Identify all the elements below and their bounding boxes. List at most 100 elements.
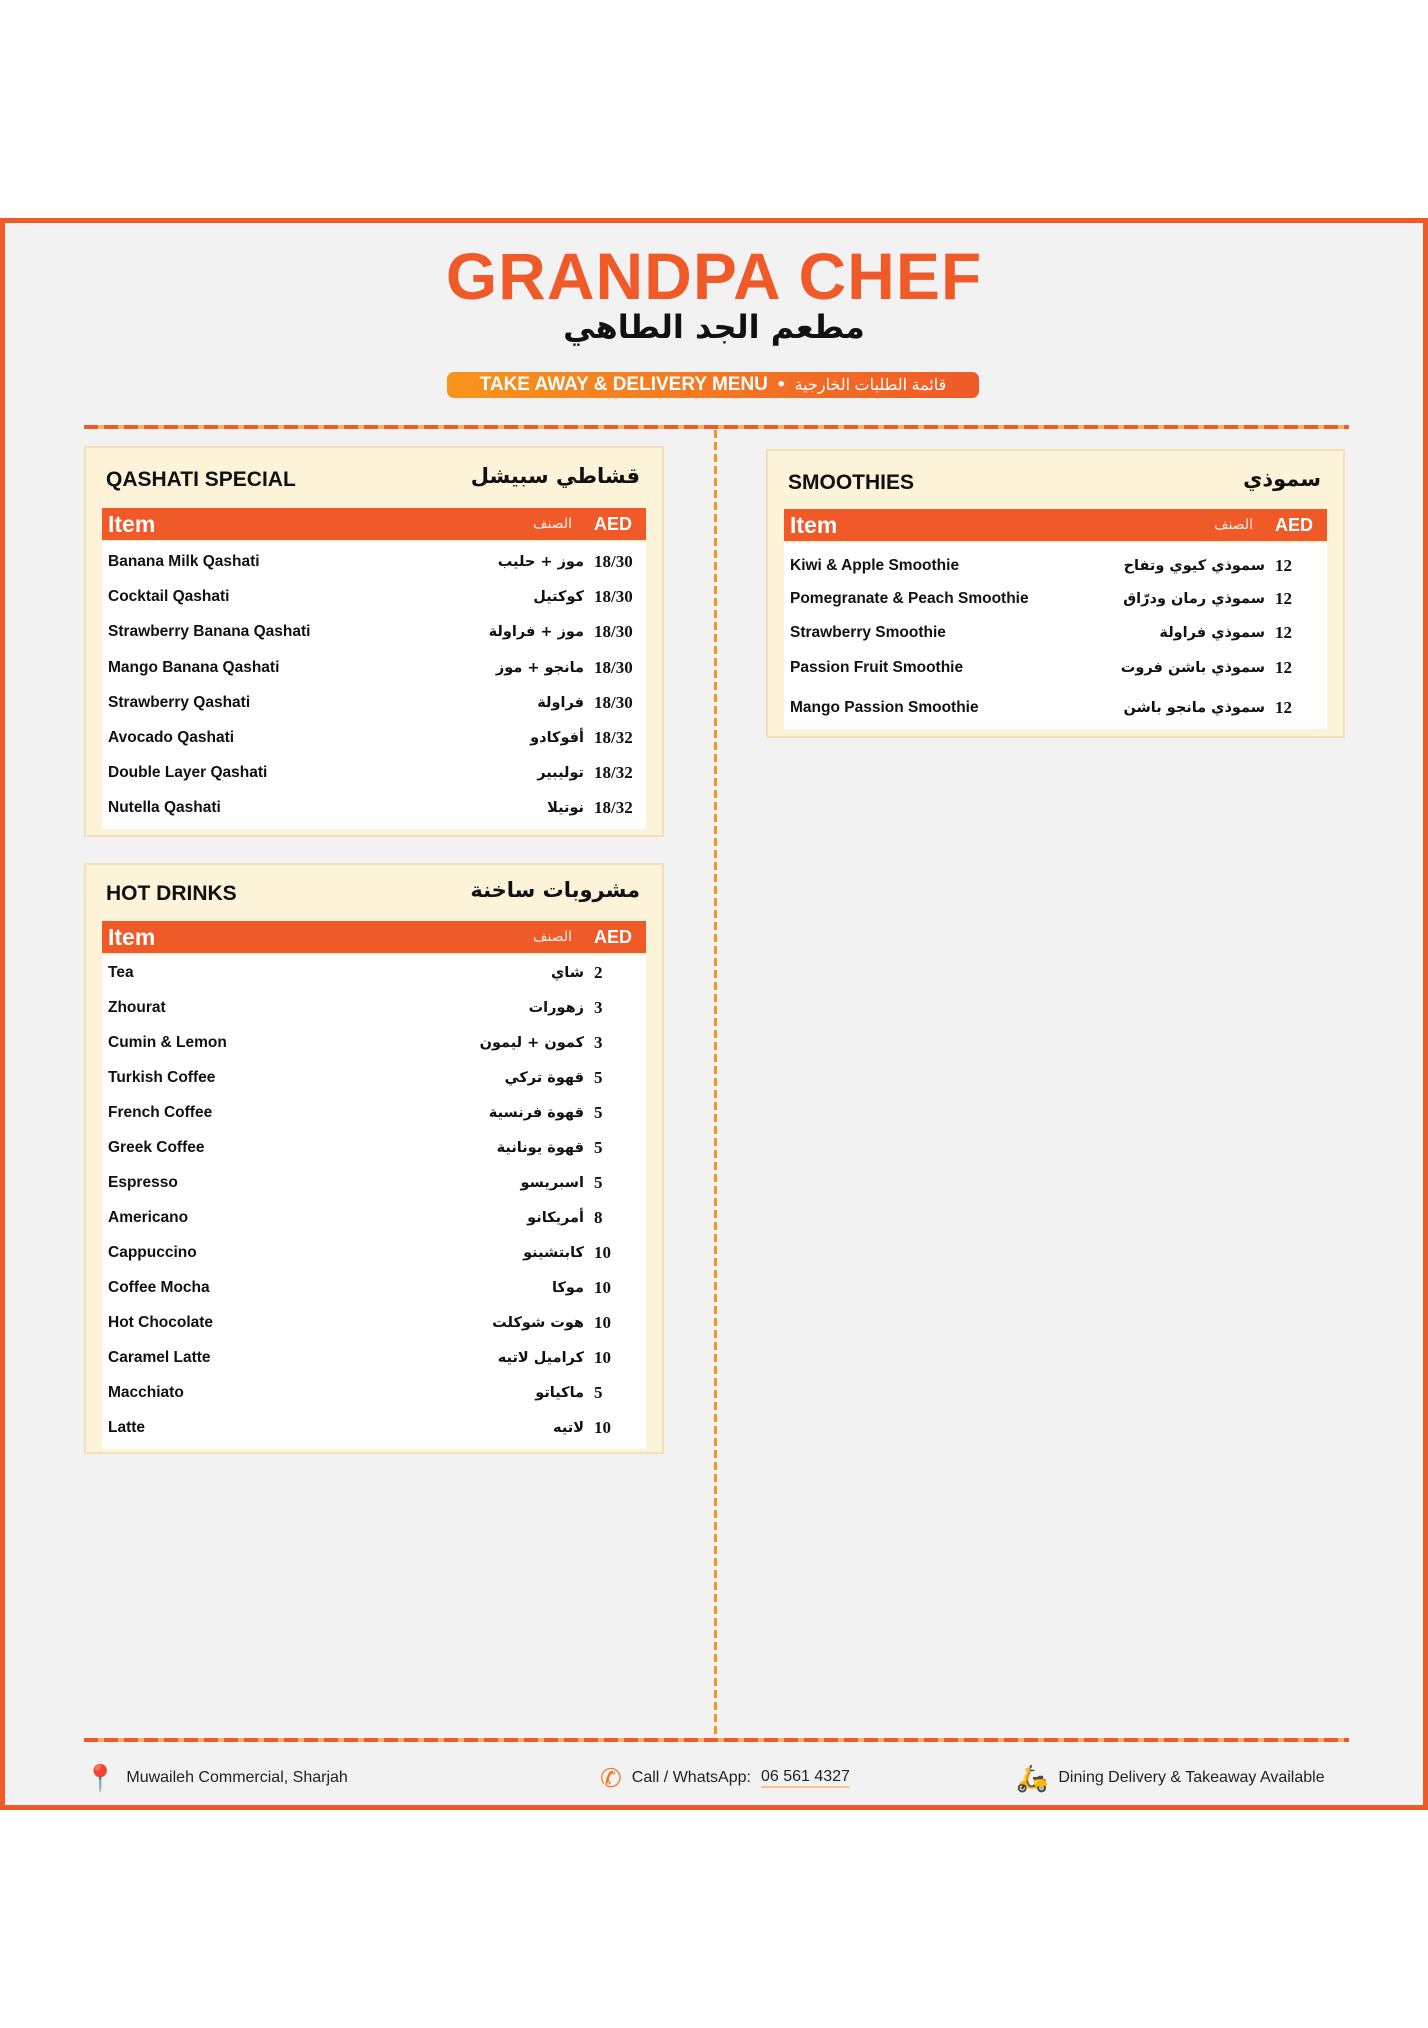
item-name-arabic: زهورات [528, 1000, 584, 1016]
item-price: 5 [594, 1103, 603, 1122]
item-name-arabic: مانجو + موز [495, 659, 584, 676]
item-name-arabic: قهوة فرنسية [488, 1105, 584, 1121]
item-price: 12 [1275, 658, 1292, 677]
item-name: Turkish Coffee [108, 1069, 216, 1086]
item-name-arabic: كابتشينو [523, 1245, 584, 1261]
item-name-arabic: سموذي كيوي وتفاح [1123, 558, 1265, 574]
item-name-arabic: كراميل لاتيه [497, 1350, 584, 1366]
item-name: French Coffee [108, 1104, 213, 1121]
item-price: 18/32 [594, 763, 633, 783]
brand-name: GRANDPA CHEF [445, 239, 983, 313]
hot-drinks-section: HOT DRINKS مشروبات ساخنة Item الصنف AED Tea شا… [84, 863, 664, 1454]
section-title-arabic: قشاطي سبيشل [470, 464, 640, 488]
item-price: 5 [594, 1138, 603, 1157]
item-price: 10 [594, 1348, 611, 1367]
phone-number[interactable]: 06 561 4327 [760, 1768, 850, 1788]
item-name-arabic: كمون + ليمون [479, 1035, 584, 1051]
call-label: Call / WhatsApp: [631, 1769, 751, 1786]
item-price: 18/30 [594, 587, 633, 607]
header-item: Item [108, 510, 156, 537]
table-header: Item الصنف AED [102, 508, 646, 540]
footer-service: 🛵 Dining Delivery & Takeaway Available [1016, 1760, 1325, 1796]
menu-item-row: Hot Chocolate هوت شوكلت 10 [102, 1308, 646, 1338]
item-name: Americano [108, 1209, 189, 1226]
menu-item-row: Passion Fruit Smoothie سموذي باشن فروت 12 [784, 653, 1327, 683]
phone-icon: ✆ [600, 1763, 622, 1793]
item-price: 18/30 [594, 622, 633, 642]
qashati-special-section: QASHATI SPECIAL قشاطي سبيشل Item الصنف AED Ba… [84, 446, 664, 837]
section-title: HOT DRINKS [106, 882, 237, 905]
item-name: Latte [108, 1419, 146, 1436]
item-name: Cocktail Qashati [108, 588, 230, 606]
item-name-arabic: توليبير [537, 765, 584, 782]
item-price: 10 [594, 1313, 611, 1332]
item-name-arabic: أمريكانو [527, 1210, 584, 1226]
section-title: SMOOTHIES [788, 471, 915, 494]
item-name-arabic: لاتيه [553, 1420, 584, 1436]
header-currency: AED [1274, 514, 1313, 535]
location-text: Muwaileh Commercial, Sharjah [126, 1769, 348, 1786]
header-item: Item [790, 511, 838, 538]
item-name: Zhourat [108, 999, 166, 1016]
item-price: 5 [594, 1173, 603, 1192]
table-body: Banana Milk Qashati موز + حليب 18/30 Cockta… [102, 542, 646, 830]
header-item: Item [108, 923, 156, 950]
table-body: Tea شاي 2 Zhourat زهورات 3 Cumin & Lemon كمون +… [102, 955, 646, 1449]
item-name: Strawberry Banana Qashati [108, 623, 311, 641]
item-name: Mango Banana Qashati [108, 658, 280, 676]
tagline-separator: • [777, 374, 785, 395]
item-name: Pomegranate & Peach Smoothie [790, 590, 1029, 607]
table-header: Item الصنف AED [784, 509, 1327, 541]
menu-item-row: Double Layer Qashati توليبير 18/32 [102, 758, 646, 788]
menu-item-row: Cocktail Qashati كوكتيل 18/30 [102, 582, 646, 612]
header-item-arabic: الصنف [532, 929, 572, 945]
header-currency: AED [593, 513, 632, 534]
menu-item-row: Latte لاتيه 10 [102, 1413, 646, 1443]
item-price: 3 [594, 998, 603, 1017]
item-name: Tea [108, 964, 134, 981]
menu-item-row: Espresso اسبريسو 5 [102, 1168, 646, 1198]
menu-item-row: Strawberry Smoothie سموذي فراولة 12 [784, 618, 1327, 648]
tagline: TAKE AWAY & DELIVERY MENU [479, 374, 768, 395]
menu-item-row: Kiwi & Apple Smoothie سموذي كيوي وتفاح 12 [784, 551, 1327, 581]
item-price: 10 [594, 1243, 611, 1262]
item-price: 12 [1275, 623, 1292, 642]
item-name: Nutella Qashati [108, 799, 221, 817]
item-name-arabic: موكا [552, 1280, 584, 1296]
header-item-arabic: الصنف [1213, 517, 1253, 533]
item-name: Coffee Mocha [108, 1279, 210, 1296]
menu-item-row: Strawberry Qashati فراولة 18/30 [102, 688, 646, 718]
header-item-arabic: الصنف [532, 516, 572, 532]
table-header: Item الصنف AED [102, 921, 646, 953]
menu-item-row: Strawberry Banana Qashati موز + فراولة 18/… [102, 617, 646, 647]
item-name: Strawberry Qashati [108, 693, 251, 711]
item-name-arabic: موز + حليب [497, 554, 584, 570]
item-name-arabic: قهوة تركي [504, 1070, 584, 1086]
item-price: 18/32 [594, 728, 633, 747]
item-price: 12 [1275, 698, 1292, 717]
menu-type-banner: TAKE AWAY & DELIVERY MENU • قائمة الطلبا… [447, 372, 979, 398]
delivery-scooter-icon: 🛵 [1016, 1763, 1049, 1793]
item-price: 2 [594, 963, 603, 982]
item-name-arabic: أفوكادو [530, 730, 584, 746]
item-price: 8 [594, 1208, 603, 1227]
item-name: Caramel Latte [108, 1349, 211, 1366]
item-price: 10 [594, 1418, 611, 1437]
item-name-arabic: كوكتيل [533, 589, 584, 606]
item-name-arabic: هوت شوكلت [492, 1315, 584, 1331]
bottom-divider [84, 1738, 1349, 1742]
item-name: Kiwi & Apple Smoothie [790, 557, 960, 574]
menu-item-row: Caramel Latte كراميل لاتيه 10 [102, 1343, 646, 1373]
item-name: Macchiato [108, 1384, 184, 1401]
item-price: 18/32 [594, 798, 633, 818]
menu-item-row: Banana Milk Qashati موز + حليب 18/30 [102, 547, 646, 577]
item-price: 3 [594, 1033, 603, 1052]
menu-item-row: Zhourat زهورات 3 [102, 993, 646, 1023]
tagline-arabic: قائمة الطلبات الخارجية [794, 377, 947, 394]
header-currency: AED [593, 926, 632, 947]
section-title: QASHATI SPECIAL [106, 468, 296, 491]
location-pin-icon: 📍 [84, 1763, 117, 1793]
item-price: 12 [1275, 556, 1292, 575]
item-name: Mango Passion Smoothie [790, 699, 979, 716]
menu-item-row: Turkish Coffee قهوة تركي 5 [102, 1063, 646, 1093]
